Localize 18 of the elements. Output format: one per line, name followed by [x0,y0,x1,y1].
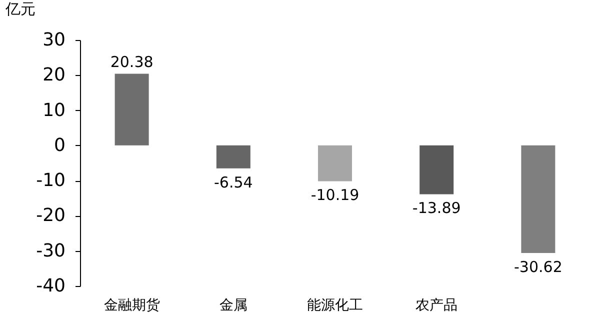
y-axis-title: 亿元 [4,0,36,18]
y-tick-label: -30 [36,240,66,262]
data-label: -30.62 [514,258,562,276]
data-label: 20.38 [110,52,154,71]
data-label: -10.19 [310,186,360,204]
y-tick-label: 0 [54,134,66,156]
y-tick-label: 10 [42,100,66,121]
y-tick-label: 30 [42,30,66,50]
x-tick-label: 能源化工 [307,298,363,314]
data-label: -13.89 [412,199,461,218]
data-label: -6.54 [214,173,253,192]
x-tick-label: 农产品 [416,298,458,314]
y-tick-label: 20 [42,64,66,86]
y-tick-label: -40 [36,276,66,296]
y-tick-label: -20 [36,205,66,226]
x-tick-label: 金属 [219,298,248,314]
y-tick-label: -10 [36,170,66,192]
x-tick-label: 金融期货 [104,298,160,314]
